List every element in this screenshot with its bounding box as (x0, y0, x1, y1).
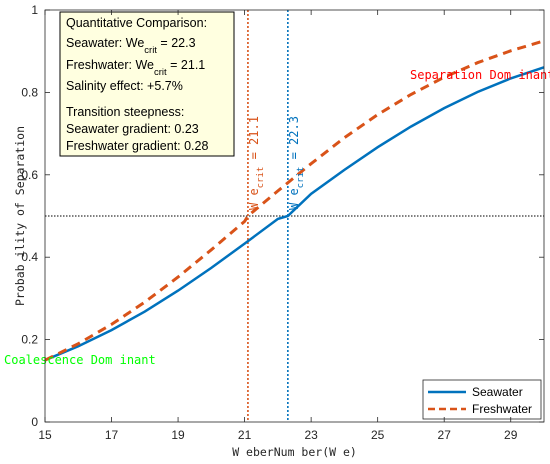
info-seawater-sub: crit (144, 45, 157, 56)
freshwater-critical-label-base: W e (247, 188, 261, 210)
legend-box (422, 379, 542, 420)
x-tick-label: 15 (38, 428, 52, 442)
series-layer (44, 39, 545, 362)
x-tick-label: 29 (504, 428, 518, 442)
y-tick-label: 0.4 (21, 250, 38, 264)
info-freshwater-gradient: Freshwater gradient: 0.28 (66, 139, 208, 153)
x-tick-label: 17 (105, 428, 119, 442)
info-seawater-crit: Seawater: Wecrit = 22.3 (66, 36, 196, 56)
x-tick-label: 19 (171, 428, 185, 442)
y-tick-label: 0 (31, 415, 38, 429)
coalescence-dominant-label: Coalescence Dom inant (4, 353, 156, 367)
info-box: Quantitative Comparison: Seawater: Wecri… (59, 11, 235, 157)
y-axis-title: Probab ility of Separation (13, 126, 27, 306)
y-tick-label: 1 (31, 3, 38, 17)
legend-freshwater-label: Freshwater (472, 402, 532, 416)
x-tick-label: 23 (304, 428, 318, 442)
info-seawater-value: = 22.3 (157, 36, 196, 50)
plot-frame (44, 9, 545, 423)
x-tick-label: 27 (438, 428, 452, 442)
info-freshwater-crit: Freshwater: Wecrit = 21.1 (66, 58, 205, 78)
series-line-seawater (44, 66, 545, 362)
legend: Seawater Freshwater (422, 379, 542, 420)
freshwater-critical-label-value: = 21.1 (247, 116, 261, 167)
y-tick-label: 0.6 (21, 168, 38, 182)
series-line-freshwater (44, 39, 545, 362)
freshwater-critical-label-sub: crit (256, 167, 266, 189)
y-tick-label: 0.8 (21, 85, 38, 99)
axes-layer: 15 17 19 21 23 25 27 29 0 0.2 0.4 0.6 0.8 1 (21, 3, 544, 442)
info-title: Quantitative Comparison: (66, 16, 207, 30)
y-tick-label: 0.2 (21, 333, 38, 347)
x-tick-label: 21 (238, 428, 252, 442)
separation-dominant-label: Separation Dom inant (410, 68, 550, 82)
info-freshwater-value: = 21.1 (167, 58, 206, 72)
seawater-critical-label-value: = 22.3 (287, 116, 301, 167)
info-salinity: Salinity effect: +5.7% (66, 79, 183, 93)
legend-seawater-label: Seawater (472, 385, 523, 399)
info-box-background (59, 11, 235, 157)
freshwater-critical-label: W ecrit = 21.1 (247, 116, 266, 210)
info-seawater-gradient: Seawater gradient: 0.23 (66, 122, 199, 136)
info-freshwater-prefix: Freshwater: We (66, 58, 154, 72)
x-axis-title: W eberNum ber(W e) (232, 445, 357, 459)
seawater-critical-label: W ecrit = 22.3 (287, 116, 306, 210)
seawater-critical-label-base: W e (287, 188, 301, 210)
seawater-critical-label-sub: crit (296, 167, 306, 189)
info-seawater-prefix: Seawater: We (66, 36, 144, 50)
x-tick-label: 25 (371, 428, 385, 442)
info-steepness-title: Transition steepness: (66, 105, 184, 119)
critical-labels: W ecrit = 21.1 W ecrit = 22.3 (247, 116, 306, 210)
info-freshwater-sub: crit (154, 67, 167, 78)
